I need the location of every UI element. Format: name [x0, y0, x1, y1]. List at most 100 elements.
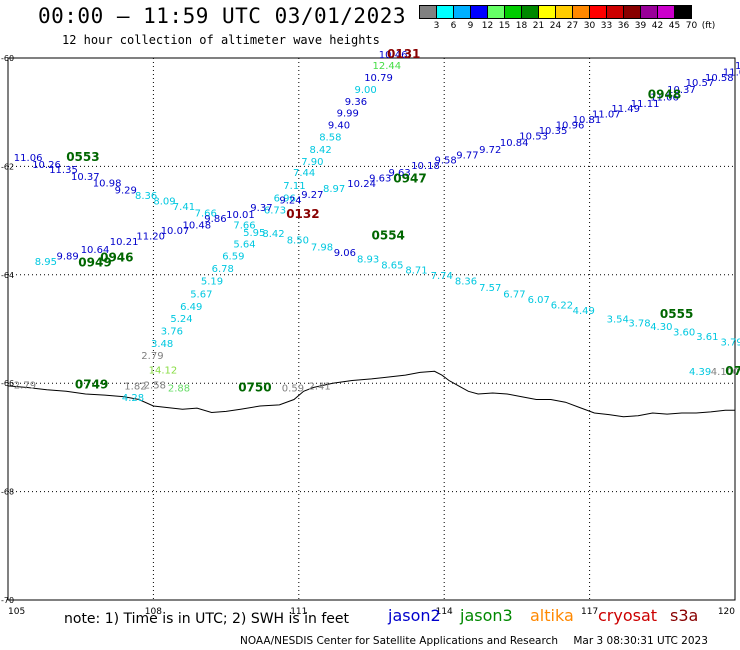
- swh-value: 10.37: [71, 172, 100, 183]
- swh-value: 7.57: [479, 283, 501, 294]
- swh-value: 3.60: [673, 328, 695, 339]
- swh-value: 10.81: [573, 115, 602, 126]
- swh-value: 9.29: [115, 186, 137, 197]
- swh-value: 5.24: [170, 314, 192, 325]
- swh-value: 8.42: [262, 229, 284, 240]
- swh-value: 8.93: [357, 254, 379, 265]
- swh-value: 6.49: [180, 302, 202, 313]
- color-scale-label: 33: [600, 21, 613, 31]
- swh-value: 7.41: [173, 202, 195, 213]
- swh-value: 6.78: [212, 264, 234, 275]
- swh-value: 3.54: [607, 315, 629, 326]
- color-scale-label: 15: [498, 21, 511, 31]
- lat-tick-label: -66: [1, 379, 14, 388]
- swh-value: 11.07: [592, 110, 621, 121]
- swh-value: 8.97: [323, 184, 345, 195]
- antarctic-coastline: [7, 370, 735, 418]
- footer-note: note: 1) Time is in UTC; 2) SWH is in fe…: [64, 611, 350, 627]
- pass-time-label: 0553: [66, 150, 99, 164]
- swh-value: 8.58: [319, 132, 341, 143]
- swh-value: 9.58: [435, 156, 457, 167]
- swh-value: 10.26: [32, 160, 61, 171]
- swh-value: 0.59: [282, 383, 304, 394]
- satellite-label-s3a: s3a: [670, 606, 699, 625]
- swh-value: 8.36: [135, 191, 157, 202]
- color-scale-label: 27: [566, 21, 579, 31]
- swh-value: 9.24: [279, 195, 301, 206]
- color-scale-swatch: [674, 5, 692, 19]
- swh-value: 8.71: [405, 266, 427, 277]
- credit-line: NOAA/NESDIS Center for Satellite Applica…: [240, 635, 720, 647]
- swh-value: 2.41: [309, 382, 331, 393]
- swh-value: 8.65: [381, 260, 403, 271]
- swh-value: 10.37: [667, 85, 696, 96]
- swh-value: 2.58: [144, 381, 166, 392]
- satellite-label-cryosat: cryosat: [598, 606, 658, 625]
- swh-value: 6.77: [503, 290, 525, 301]
- swh-value: 9.89: [57, 252, 79, 263]
- pass-time-label: 0948: [648, 88, 681, 102]
- swh-value: 3.48: [151, 339, 173, 350]
- swh-value: 11.07: [723, 67, 740, 78]
- swh-value: 2.79: [141, 351, 163, 362]
- color-scale-label: 39: [634, 21, 647, 31]
- swh-value: 8.09: [153, 196, 175, 207]
- pass-time-label: 0132: [286, 207, 319, 221]
- swh-value: 4.28: [122, 393, 144, 404]
- swh-value: 10.46: [379, 50, 408, 61]
- swh-value: 9.27: [301, 190, 323, 201]
- swh-value: 7.98: [311, 242, 333, 253]
- swh-value: 9.00: [355, 85, 377, 96]
- swh-value: 10.58: [705, 73, 734, 84]
- swh-value: 7.44: [293, 168, 315, 179]
- swh-value: 10.24: [347, 179, 376, 190]
- satellite-label-altika: altika: [530, 606, 574, 625]
- swh-value: 0.59: [733, 367, 740, 378]
- swh-value: 10.07: [161, 226, 190, 237]
- color-scale-label: (ft): [701, 21, 716, 31]
- swh-value: 6.59: [222, 252, 244, 263]
- lat-tick-label: -70: [1, 596, 14, 605]
- swh-value: 3.79: [721, 337, 740, 348]
- swh-value: 5.64: [233, 240, 255, 251]
- color-scale-label: 70: [685, 21, 698, 31]
- satellite-label-jason3: jason3: [460, 606, 513, 625]
- swh-value: 5.19: [201, 277, 223, 288]
- lon-tick-label: 105: [8, 607, 25, 617]
- swh-value: 8.50: [287, 235, 309, 246]
- swh-value: 12.44: [373, 61, 402, 72]
- lat-tick-label: -64: [1, 271, 14, 280]
- swh-value: 3.61: [696, 332, 718, 343]
- color-scale-label: 45: [668, 21, 681, 31]
- swh-value: 4.10: [711, 367, 733, 378]
- pass-time-label: 0949: [78, 256, 111, 270]
- swh-value: 11.11: [631, 99, 660, 110]
- swh-value: 10.57: [686, 78, 715, 89]
- swh-value: 10.98: [93, 179, 122, 190]
- color-scale-label: 3: [433, 21, 440, 31]
- color-scale-label: 36: [617, 21, 630, 31]
- swh-value: 10.01: [226, 210, 255, 221]
- swh-value: 7.11: [283, 181, 305, 192]
- swh-value: 10.21: [110, 237, 139, 248]
- color-scale-label: 21: [532, 21, 545, 31]
- swh-value: 2.79: [14, 381, 36, 392]
- pass-time-label: 0131: [387, 47, 420, 61]
- swh-value: 8.95: [35, 257, 57, 268]
- color-scale-legend: 3 6 9 12 15 18 21 24 27 30 33 36 39 42 45 70 (ft): [419, 5, 717, 31]
- color-scale-label: 30: [583, 21, 596, 31]
- swh-value: 5.67: [190, 290, 212, 301]
- pass-time-label: 0749: [75, 378, 108, 392]
- color-scale-bar: [419, 5, 717, 19]
- swh-value: 10.35: [539, 126, 568, 137]
- swh-value: 9.63: [369, 174, 391, 185]
- swh-value: 7.74: [431, 271, 453, 282]
- swh-value: 6.73: [264, 206, 286, 217]
- swh-value: 10.18: [411, 161, 440, 172]
- lon-tick-label: 114: [436, 607, 453, 617]
- swh-value: 7.66: [233, 221, 255, 232]
- swh-value: 7.90: [301, 157, 323, 168]
- swh-value: 10.48: [183, 221, 212, 232]
- color-scale-label: 18: [515, 21, 528, 31]
- swh-value: 7.66: [195, 208, 217, 219]
